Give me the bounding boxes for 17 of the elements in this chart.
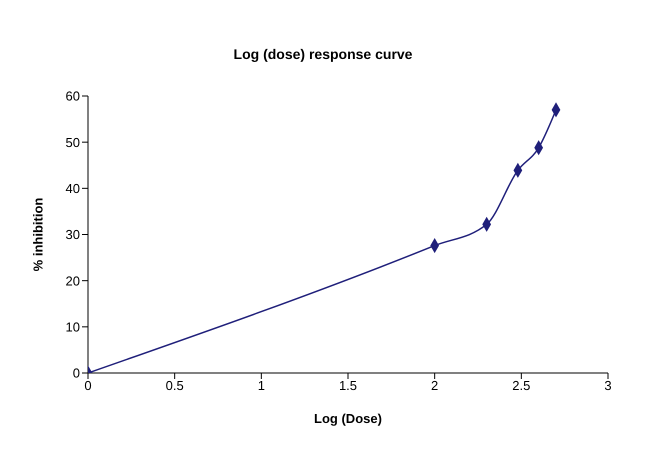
y-tick-label: 0 <box>72 366 80 381</box>
y-tick-label: 50 <box>66 134 80 150</box>
y-tick-label: 20 <box>66 273 80 288</box>
x-tick-label: 3 <box>604 378 612 394</box>
x-axis-title: Log (Dose) <box>314 411 382 426</box>
x-tick-label: 1 <box>258 378 265 394</box>
y-tick-label: 60 <box>66 88 80 104</box>
chart-title: Log (dose) response curve <box>232 46 414 62</box>
y-tick-label: 40 <box>66 180 80 196</box>
x-tick-label: 0 <box>84 378 92 394</box>
y-tick-label: 30 <box>66 227 80 242</box>
y-tick-label: 10 <box>66 319 80 334</box>
x-tick-label: 2 <box>431 378 438 394</box>
x-tick-label: 1.5 <box>338 378 358 394</box>
x-tick-label: 2.5 <box>512 378 530 394</box>
x-tick-label: 0.5 <box>166 378 184 394</box>
y-axis-title: % inhibition <box>30 198 46 272</box>
